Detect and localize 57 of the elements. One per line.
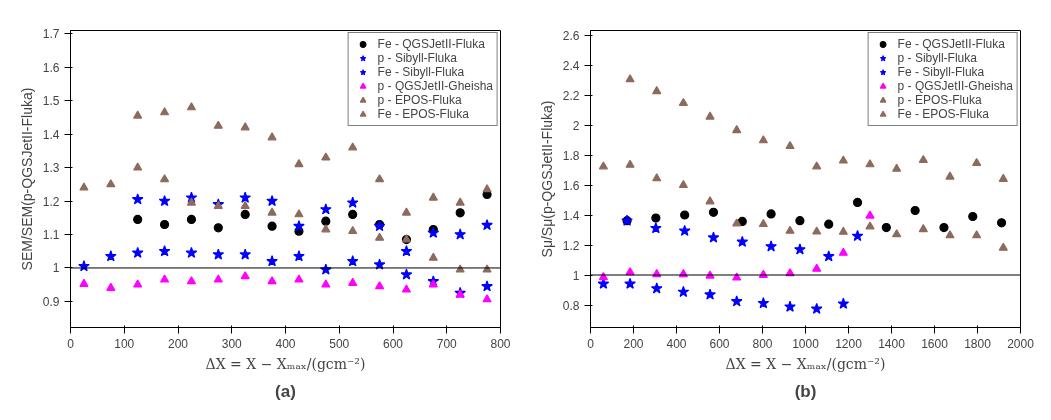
x-tick-label: 200 — [623, 336, 644, 351]
y-tick-label: 1 — [52, 261, 60, 276]
legend-label: p - QGSJetII-Gheisha — [897, 79, 1013, 93]
x-tick-label: 0 — [67, 336, 75, 351]
x-tick-label: 800 — [752, 336, 773, 351]
legend-label: p - EPOS-Fluka — [377, 93, 462, 107]
y-tick-label: 1.2 — [42, 194, 60, 209]
y-tick-label: 1.8 — [562, 148, 580, 163]
x-tick-label: 300 — [221, 336, 243, 351]
x-tick-label: 1400 — [878, 336, 906, 351]
text: (b) — [794, 381, 817, 401]
legend-label: Fe - EPOS-Fluka — [897, 107, 989, 121]
x-tick-label: 600 — [709, 336, 730, 351]
x-axis-title: ΔX = X − Xₘₐₓ/(gcm⁻²) — [205, 355, 366, 372]
y-tick-label: 2.6 — [562, 28, 580, 43]
x-tick-label: 800 — [490, 336, 511, 351]
x-axis-title: ΔX = X − Xₘₐₓ/(gcm⁻²) — [725, 355, 886, 372]
y-tick-label: 1.3 — [42, 161, 60, 176]
y-tick-label: 1.6 — [42, 60, 60, 75]
y-tick-label: 1.7 — [42, 27, 60, 42]
y-tick-label: 1 — [572, 268, 580, 283]
y-tick-label: 0.8 — [562, 298, 580, 313]
x-tick-label: 0 — [587, 336, 595, 351]
y-tick-label: 1.4 — [562, 208, 580, 223]
x-tick-label: 1800 — [964, 336, 992, 351]
x-tick-label: 1200 — [835, 336, 863, 351]
x-tick-label: 1600 — [921, 336, 949, 351]
text: (a) — [275, 381, 296, 401]
y-tick-label: 2.4 — [562, 58, 580, 73]
y-tick-label: 2.2 — [562, 88, 580, 103]
legend-label: p - QGSJetII-Gheisha — [377, 79, 493, 93]
y-tick-label: 1.5 — [42, 94, 60, 109]
x-tick-label: 500 — [329, 336, 350, 351]
y-tick-label: 1.1 — [42, 228, 60, 243]
x-tick-label: 2000 — [1007, 336, 1035, 351]
y-tick-label: 1.2 — [562, 238, 580, 253]
x-tick-label: 700 — [436, 336, 458, 351]
legend-label: Fe - Sibyll-Fluka — [897, 65, 985, 79]
legend-label: p - EPOS-Fluka — [897, 93, 982, 107]
x-tick-label: 600 — [382, 336, 404, 351]
legend-label: Fe - Sibyll-Fluka — [377, 65, 465, 79]
legend-label: p - Sibyll-Fluka — [897, 51, 977, 65]
legend-label: Fe - QGSJetII-Fluka — [897, 37, 1005, 51]
legend-label: Fe - EPOS-Fluka — [377, 107, 469, 121]
x-tick-label: 400 — [666, 336, 687, 351]
y-tick-label: 0.9 — [42, 294, 60, 309]
x-tick-label: 1000 — [792, 336, 820, 351]
y-tick-label: 1.6 — [562, 178, 580, 193]
legend-label: Fe - QGSJetII-Fluka — [377, 37, 485, 51]
y-axis-title: SEM/SEM(p-QGSJetII-Fluka) — [18, 87, 35, 271]
y-axis-title: Sμ/Sμ(p-QGSJetII-Fluka) — [538, 100, 555, 258]
x-tick-label: 100 — [114, 336, 135, 351]
x-tick-label: 400 — [275, 336, 296, 351]
y-tick-label: 1.4 — [42, 127, 60, 142]
legend-label: p - Sibyll-Fluka — [377, 51, 457, 65]
y-tick-label: 2 — [572, 118, 580, 133]
x-tick-label: 200 — [167, 336, 189, 351]
